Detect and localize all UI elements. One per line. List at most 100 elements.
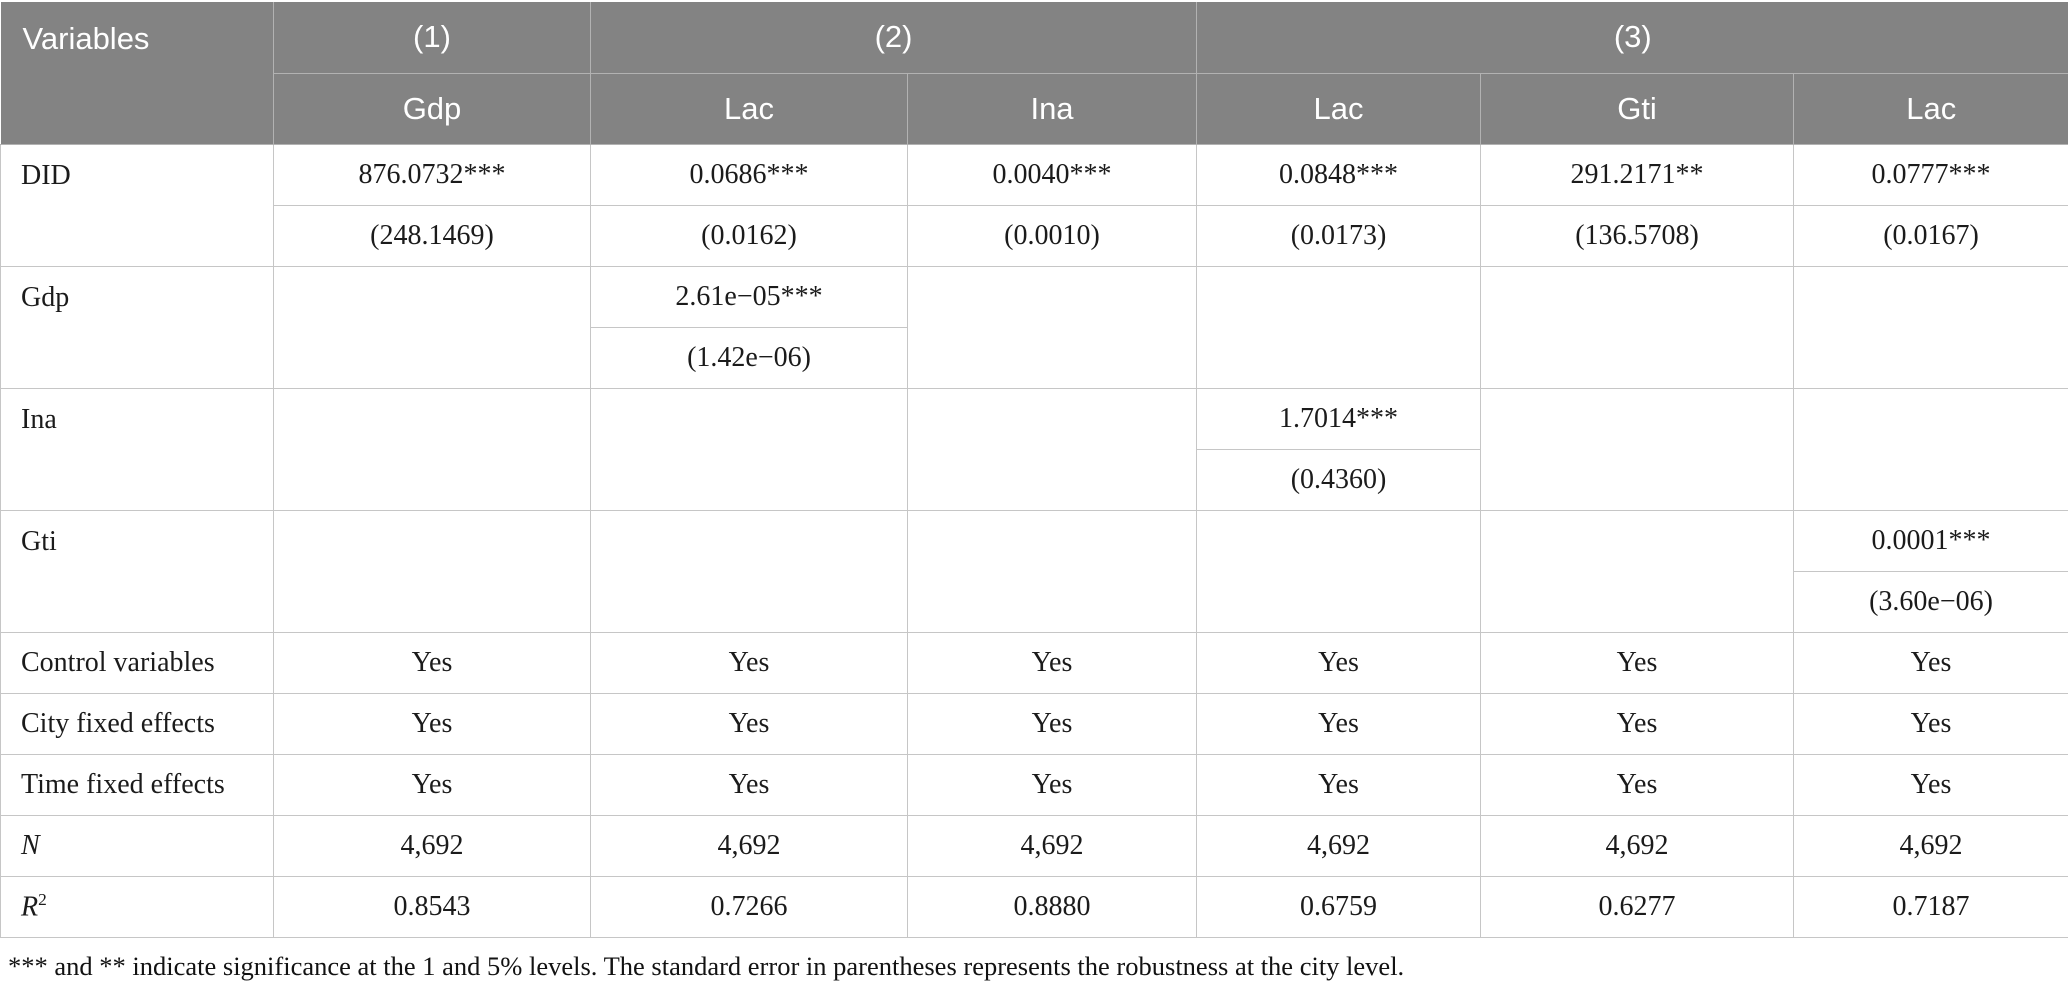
stat-value-cell: Yes [906,692,1198,755]
empty-cell [906,387,1198,511]
column-header-ina: Ina [906,72,1198,145]
std-error-cell: (136.5708) [1480,204,1795,267]
stat-value-cell: Yes [590,692,908,755]
empty-cell [1793,265,2068,389]
coef-row: Gti 0.0001*** [0,509,2068,633]
variable-label: Gti [0,509,274,633]
std-error-cell: (3.60e−06) [1793,570,2068,633]
info-row: Time fixed effects Yes Yes Yes Yes Yes Yes [0,753,2068,816]
empty-cell [1793,387,2068,511]
std-error-cell: (0.0010) [906,204,1198,267]
std-error-cell: (0.0173) [1196,204,1482,267]
empty-cell [590,509,908,633]
stat-value-cell: 0.6277 [1480,875,1795,938]
variable-label: Gdp [0,265,274,389]
coefficient-cell: 0.0040*** [906,143,1198,206]
stat-label: R2 [0,875,274,938]
stat-label-text: Control variables [21,646,215,678]
std-error-cell: (1.42e−06) [590,326,908,389]
stat-value-cell: 0.8880 [906,875,1198,938]
stat-label-superscript: 2 [38,889,47,909]
se-row: (1.42e−06) [1,326,2068,389]
stat-label-text: Time fixed effects [21,768,225,800]
header-variables: Variables [0,2,274,145]
stat-value-cell: Yes [906,631,1198,694]
empty-cell [273,509,591,633]
stat-value-cell: Yes [273,753,591,816]
header-column-row: Gdp Lac Ina Lac Gti Lac [1,72,2068,145]
stat-value-cell: Yes [590,753,908,816]
empty-cell [273,387,591,511]
stat-value-cell: Yes [1196,631,1482,694]
empty-cell [1196,265,1482,389]
table-header: Variables (1) (2) (3) Gdp Lac Ina Lac Gti Lac [0,2,2068,145]
stat-value-cell: Yes [273,631,591,694]
column-header-lac: Lac [1196,72,1482,145]
coefficient-cell: 0.0777*** [1793,143,2068,206]
empty-cell [590,387,908,511]
coef-row: Ina 1.7014*** [0,387,2068,511]
variable-label: Ina [0,387,274,511]
stat-value-cell: Yes [590,631,908,694]
column-header-lac: Lac [590,72,908,145]
stat-value-cell: 4,692 [590,814,908,877]
header-group-3: (3) [1196,2,2068,74]
empty-cell [273,265,591,389]
stat-label-text: R [21,891,39,923]
column-header-lac: Lac [1793,72,2068,145]
stat-value-cell: 4,692 [1793,814,2068,877]
coef-row: DID 876.0732*** 0.0686*** 0.0040*** 0.0848**… [0,143,2068,267]
stat-label: Control variables [0,631,274,694]
empty-cell [1480,509,1795,633]
se-row: (3.60e−06) [1,570,2068,633]
table-body: DID 876.0732*** 0.0686*** 0.0040*** 0.0848**… [0,143,2068,938]
stat-value-cell: Yes [1480,753,1795,816]
stat-label: N [0,814,274,877]
std-error-cell: (248.1469) [273,204,591,267]
regression-results-table: Variables (1) (2) (3) Gdp Lac Ina Lac Gti Lac… [0,2,2068,938]
empty-cell [1480,387,1795,511]
coefficient-cell: 0.0686*** [590,143,908,206]
stat-label-text: N [21,829,40,861]
column-header-gti: Gti [1480,72,1795,145]
table-footnote: *** and ** indicate significance at the … [8,950,1405,981]
se-row: (0.4360) [1,448,2068,511]
stat-value-cell: Yes [1793,753,2068,816]
empty-cell [1196,509,1482,633]
coefficient-cell: 0.0001*** [1793,509,2068,572]
variable-label: DID [0,143,274,267]
std-error-cell: (0.0162) [590,204,908,267]
coefficient-cell: 0.0848*** [1196,143,1482,206]
stat-value-cell: 0.6759 [1196,875,1482,938]
header-group-row: Variables (1) (2) (3) [0,2,2068,145]
empty-cell [906,265,1198,389]
info-row: Control variables Yes Yes Yes Yes Yes Yes [0,631,2068,694]
coefficient-cell: 1.7014*** [1196,387,1482,450]
empty-cell [906,509,1198,633]
column-header-gdp: Gdp [273,72,591,145]
coefficient-cell: 876.0732*** [273,143,591,206]
stat-value-cell: 4,692 [1480,814,1795,877]
coef-row: Gdp 2.61e−05*** [0,265,2068,389]
stat-value-cell: Yes [1480,692,1795,755]
stat-value-cell: 0.7266 [590,875,908,938]
info-row: City fixed effects Yes Yes Yes Yes Yes Yes [0,692,2068,755]
stat-label: Time fixed effects [0,753,274,816]
stat-value-cell: 4,692 [1196,814,1482,877]
stat-value-cell: Yes [1196,692,1482,755]
stat-value-cell: Yes [906,753,1198,816]
coefficient-cell: 291.2171** [1480,143,1795,206]
stat-value-cell: 4,692 [906,814,1198,877]
stat-value-cell: 0.7187 [1793,875,2068,938]
info-row: R2 0.8543 0.7266 0.8880 0.6759 0.6277 0.7187 [0,875,2068,938]
coefficient-cell: 2.61e−05*** [590,265,908,328]
stat-label-text: City fixed effects [21,707,215,739]
stat-label: City fixed effects [0,692,274,755]
stat-value-cell: Yes [1480,631,1795,694]
stat-value-cell: Yes [1196,753,1482,816]
stat-value-cell: Yes [1793,692,2068,755]
stat-value-cell: Yes [1793,631,2068,694]
header-group-1: (1) [273,2,591,74]
stat-value-cell: 0.8543 [273,875,591,938]
